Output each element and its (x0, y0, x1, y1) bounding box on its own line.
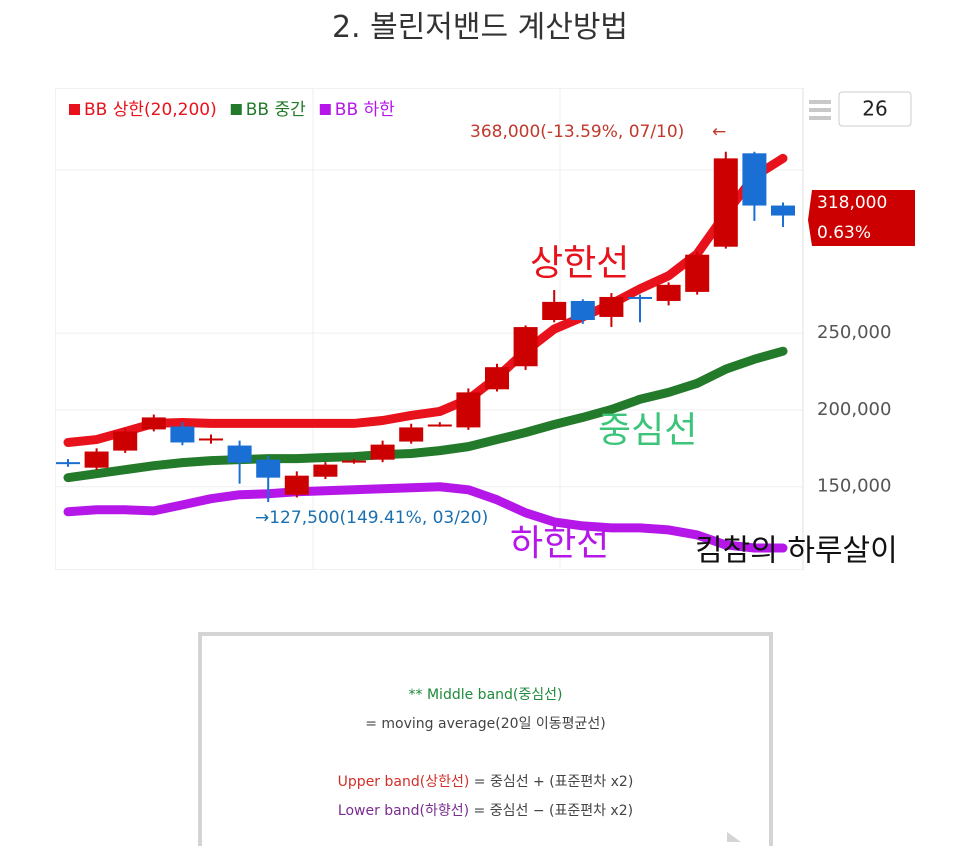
axis-panel (803, 88, 915, 570)
current-price: 318,000 (817, 193, 887, 213)
candle-body (456, 392, 481, 428)
candle-body (84, 451, 109, 468)
candle-body (570, 300, 595, 321)
upper-label: Upper band(상한선) (337, 774, 470, 790)
candle-body (599, 296, 624, 317)
watermark: 킴참의 하루살이 (695, 534, 898, 569)
band-label: 중심선 (598, 410, 697, 451)
candle-body (542, 301, 567, 321)
candle-body (713, 158, 738, 247)
high-annotation: 368,000(-13.59%, 07/10) (470, 122, 684, 142)
candle-body (313, 464, 338, 477)
current-change: 0.63% (817, 223, 871, 243)
period[interactable]: 26 (862, 97, 887, 121)
title: 2. 볼린저밴드 계산방법 (331, 10, 629, 45)
candle-body (370, 444, 395, 460)
period-box[interactable] (838, 91, 912, 127)
band-line (63, 482, 788, 553)
legend-swatch (230, 104, 242, 115)
legend-swatch (319, 104, 331, 115)
corner-fold (727, 832, 741, 842)
candle-body (342, 460, 366, 463)
candle-body (199, 438, 223, 441)
candle-body (56, 462, 80, 465)
band-label: 상한선 (530, 243, 629, 284)
candle-body (399, 427, 424, 442)
candle-body (513, 327, 538, 367)
chart: 26 318,000 0.63% 368,000(-13.59%, 07/10)… (55, 88, 915, 570)
candle-body (284, 475, 309, 495)
y-tick-label: 200,000 (817, 399, 891, 420)
band-line (63, 346, 788, 483)
candle-body (141, 417, 166, 430)
y-tick-label: 250,000 (817, 322, 891, 343)
legend-label: BB 중간 (246, 100, 306, 120)
candle-body (170, 426, 195, 443)
menu-icon[interactable] (809, 100, 831, 120)
legend-label: BB 상한(20,200) (84, 100, 217, 120)
y-tick-label: 150,000 (817, 476, 891, 497)
middle-label: ** Middle band(중심선) (408, 687, 563, 703)
price-tag (808, 190, 915, 246)
high-arrow: ← (712, 122, 726, 142)
lower-formula: = 중심선 − (표준편차 x2) (469, 803, 634, 819)
legend-label: BB 하한 (335, 100, 395, 120)
upper-formula: = 중심선 + (표준편차 x2) (469, 774, 634, 790)
legend-swatch (69, 104, 80, 115)
candle-body (685, 254, 710, 292)
band-label: 하한선 (510, 523, 609, 564)
note-box: ** Middle band(중심선) = moving average(20일… (198, 632, 773, 846)
candle-body (256, 459, 281, 478)
candle-body (628, 296, 652, 299)
candle-body (742, 153, 767, 206)
candle-body (771, 205, 795, 216)
lower-label: Lower band(하향선) (337, 803, 470, 819)
candle-body (485, 367, 509, 390)
candle-body (113, 431, 138, 451)
band-line (63, 153, 788, 447)
candle-body (227, 445, 252, 463)
middle-formula: = moving average(20일 이동평균선) (365, 716, 606, 732)
plot (55, 151, 803, 553)
low-annotation: →127,500(149.41%, 03/20) (255, 508, 488, 528)
candle-body (427, 424, 452, 427)
candle-body (656, 284, 681, 301)
